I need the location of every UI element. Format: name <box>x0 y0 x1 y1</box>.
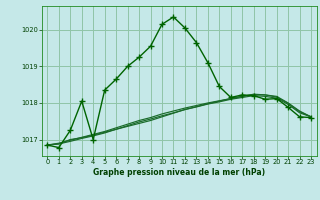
X-axis label: Graphe pression niveau de la mer (hPa): Graphe pression niveau de la mer (hPa) <box>93 168 265 177</box>
